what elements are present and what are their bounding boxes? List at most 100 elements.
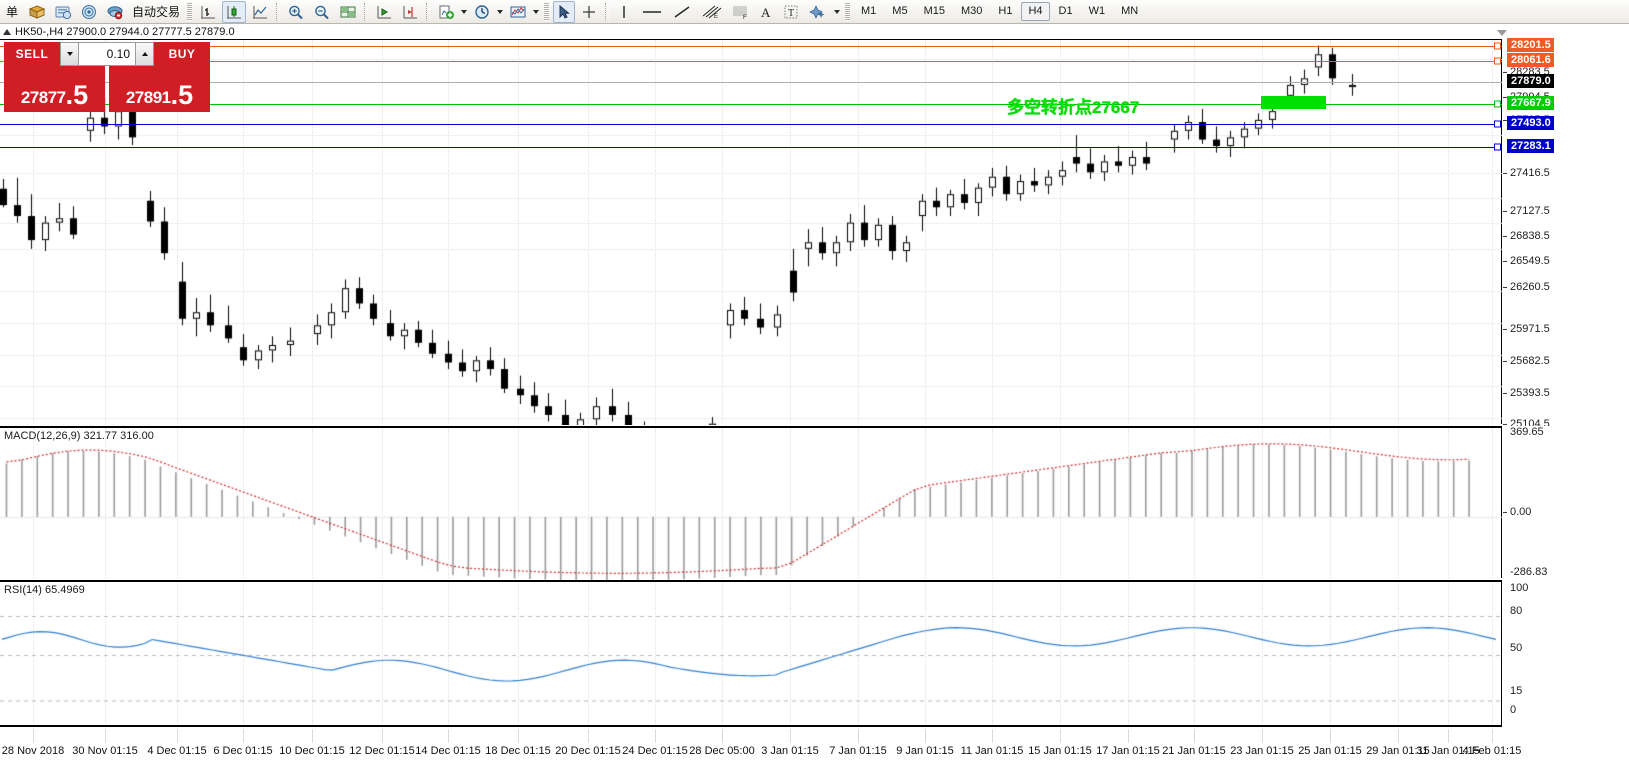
price-level-line[interactable] <box>0 104 1502 105</box>
fibonacci-icon[interactable]: F <box>727 1 753 23</box>
bar-chart-icon[interactable] <box>196 1 220 23</box>
price-scale-rsi[interactable]: 100 80 50 15 0 <box>1503 580 1629 727</box>
buy-button[interactable]: BUY <box>154 42 210 66</box>
timeframe-h1[interactable]: H1 <box>998 5 1013 17</box>
price-level-label[interactable]: 27493.0 <box>1507 116 1554 130</box>
price-level-handle[interactable] <box>1494 100 1501 108</box>
time-axis-label: 30 Nov 01:15 <box>72 745 138 757</box>
price-scale-main[interactable]: 28283.527994.527705.527416.527127.526838… <box>1503 38 1629 462</box>
new-order-icon[interactable]: 单 <box>5 5 18 19</box>
sell-button[interactable]: SELL <box>4 42 60 66</box>
horizontal-line-icon[interactable] <box>637 1 667 23</box>
toolbar-grip-2 <box>544 2 550 21</box>
time-axis-label: 24 Dec 01:15 <box>622 745 688 757</box>
timeframe-w1[interactable]: W1 <box>1088 5 1106 17</box>
macd-tick: -286.83 <box>1510 566 1548 579</box>
timeframe-mn[interactable]: MN <box>1121 5 1139 17</box>
expert-advisor-icon[interactable] <box>103 1 127 23</box>
period-separator-icon[interactable] <box>470 1 494 23</box>
volume-decrement-button[interactable] <box>61 43 79 65</box>
line-chart-icon[interactable] <box>248 1 272 23</box>
chart-autoscroll-icon[interactable] <box>372 1 396 23</box>
equidistant-channel-icon[interactable]: E <box>697 1 725 23</box>
time-axis-label: 17 Jan 01:15 <box>1096 745 1160 757</box>
price-level-label[interactable]: 27283.1 <box>1507 139 1554 153</box>
volume-value[interactable]: 0.10 <box>79 43 135 65</box>
timeframe-d1[interactable]: D1 <box>1058 5 1073 17</box>
new-chart-dropdown-caret-icon[interactable] <box>459 10 469 14</box>
cursor-arrow-icon[interactable] <box>553 0 576 23</box>
macd-pane[interactable]: MACD(12,26,9) 321.77 316.00 <box>0 426 1502 580</box>
panel-fold-icon[interactable] <box>1497 30 1507 36</box>
market-watch-icon[interactable] <box>77 1 101 23</box>
timeframe-m5[interactable]: M5 <box>892 5 908 17</box>
chart-shift-grid-icon[interactable] <box>336 1 360 23</box>
time-gridline <box>1060 729 1061 743</box>
support-zone-box <box>1261 96 1326 109</box>
price-level-label[interactable]: 27879.0 <box>1507 74 1554 88</box>
time-axis-label: 28 Nov 2018 <box>1 745 65 757</box>
text-box-icon[interactable]: T <box>779 1 803 23</box>
price-level-label[interactable]: 28201.5 <box>1507 38 1554 52</box>
price-level-line[interactable] <box>0 82 1502 83</box>
rsi-canvas <box>0 582 1502 729</box>
text-label-icon[interactable]: A <box>755 1 777 23</box>
trendline-icon[interactable] <box>669 1 695 23</box>
volume-increment-button[interactable] <box>135 43 153 65</box>
time-axis[interactable]: 28 Nov 2018 30 Nov 01:15 4 Dec 01:15 6 Dec … <box>0 729 1521 770</box>
candlestick-chart-icon[interactable] <box>222 0 247 23</box>
zoom-in-icon[interactable] <box>284 1 308 23</box>
indicators-icon[interactable] <box>506 1 530 23</box>
indicators-dropdown-caret-icon[interactable] <box>531 10 541 14</box>
price-level-line[interactable] <box>0 147 1502 148</box>
price-tick: 26549.5 <box>1503 255 1550 267</box>
time-axis-label: 4 Dec 01:15 <box>147 745 207 757</box>
vertical-line-icon[interactable] <box>613 1 635 23</box>
timeframe-m15[interactable]: M15 <box>923 5 945 17</box>
sell-price-display[interactable]: 27877 .5 <box>4 66 105 112</box>
time-gridline <box>1330 729 1331 743</box>
time-gridline <box>722 729 723 743</box>
auto-trading-label[interactable]: 自动交易 <box>132 5 181 19</box>
volume-stepper[interactable]: 0.10 <box>60 42 154 66</box>
price-tick: 27127.5 <box>1503 205 1550 217</box>
period-dropdown-caret-icon[interactable] <box>495 10 505 14</box>
price-level-label[interactable]: 28061.6 <box>1507 53 1554 67</box>
data-window-icon[interactable] <box>25 1 49 23</box>
price-level-line[interactable] <box>0 46 1502 47</box>
time-gridline <box>858 729 859 743</box>
crosshair-icon[interactable] <box>577 1 601 23</box>
buy-price-display[interactable]: 27891 .5 <box>109 66 210 112</box>
time-axis-label: 4 Feb 01:15 <box>1462 745 1522 757</box>
time-axis-label: 6 Dec 01:15 <box>213 745 273 757</box>
time-gridline <box>382 729 383 743</box>
time-axis-label: 9 Jan 01:15 <box>896 745 954 757</box>
price-scale-macd[interactable]: 369.65 0.00 -286.83 <box>1503 426 1629 578</box>
price-level-handle[interactable] <box>1494 120 1501 128</box>
rsi-pane[interactable]: RSI(14) 65.4969 <box>0 580 1502 729</box>
price-chart-pane[interactable]: 多空转折点27667 <box>0 39 1502 425</box>
time-gridline <box>243 729 244 743</box>
timeframe-m1[interactable]: M1 <box>861 5 877 17</box>
price-level-handle[interactable] <box>1494 143 1501 151</box>
toolbar-separator-3 <box>426 2 431 21</box>
rsi-indicator-label: RSI(14) 65.4969 <box>4 584 85 596</box>
chart-shift-end-icon[interactable] <box>398 1 422 23</box>
timeframe-h4[interactable]: H4 <box>1021 2 1050 21</box>
price-level-line[interactable] <box>0 124 1502 125</box>
price-level-label[interactable]: 27667.9 <box>1507 96 1554 110</box>
price-level-line[interactable] <box>0 61 1502 62</box>
time-gridline <box>925 729 926 743</box>
new-chart-icon[interactable] <box>434 1 458 23</box>
shapes-dropdown-caret-icon[interactable] <box>832 10 842 14</box>
navigator-icon[interactable] <box>51 1 75 23</box>
price-level-handle[interactable] <box>1494 42 1501 50</box>
shapes-icon[interactable] <box>805 1 831 23</box>
toolbar-separator-2 <box>364 2 369 21</box>
zoom-out-icon[interactable] <box>310 1 334 23</box>
timeframe-m30[interactable]: M30 <box>960 5 983 17</box>
price-level-handle[interactable] <box>1494 57 1501 65</box>
one-click-trading-panel[interactable]: SELL 0.10 BUY 27877 .5 27891 .5 <box>4 42 210 112</box>
chart-annotation-text: 多空转折点27667 <box>1007 98 1140 117</box>
collapse-triangle-icon[interactable] <box>3 28 11 35</box>
